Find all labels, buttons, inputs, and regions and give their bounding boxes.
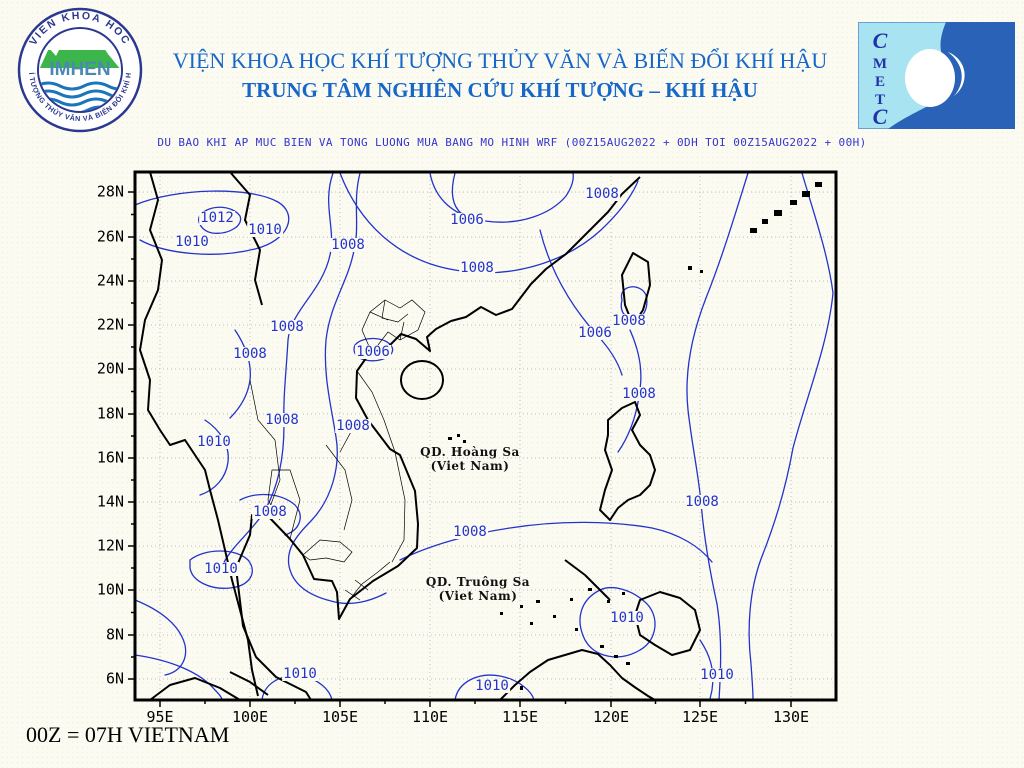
contour-label: 1012	[199, 210, 235, 226]
org-title-block: VIỆN KHOA HỌC KHÍ TƯỢNG THỦY VĂN VÀ BIẾN…	[150, 48, 850, 103]
y-tick-label: 8N	[105, 625, 124, 644]
contour-label: 1008	[264, 412, 300, 428]
x-tick-label: 125E	[681, 708, 719, 726]
imhen-logo: IMHEN VIEN KHOA HOC KHÍ TƯỢNG THỦY VĂN V…	[13, 0, 144, 139]
svg-text:C: C	[873, 28, 888, 53]
map-annotation: QD. Truông Sa (Viet Nam)	[425, 575, 531, 603]
contour-label: 1008	[335, 418, 371, 434]
contour-label: 1008	[459, 260, 495, 276]
contour-label: 1006	[449, 212, 485, 228]
contour-label: 1008	[584, 186, 620, 202]
y-tick-label: 22N	[96, 315, 124, 334]
y-tick-label: 26N	[96, 227, 124, 246]
y-tick-label: 6N	[105, 669, 124, 688]
svg-text:C: C	[873, 104, 888, 129]
grid-layer	[135, 172, 836, 700]
y-tick-label: 12N	[96, 536, 124, 555]
contour-label: 1008	[621, 386, 657, 402]
contour-label: 1010	[699, 667, 735, 683]
imhen-acronym: IMHEN	[49, 59, 110, 80]
map-annotation: QD. Hoàng Sa (Viet Nam)	[420, 445, 520, 473]
pressure-contour-layer	[134, 172, 834, 701]
cmetc-white-blob	[905, 49, 955, 107]
x-tick-label: 95E	[146, 708, 174, 726]
y-tick-label: 20N	[96, 359, 124, 378]
y-tick-label: 18N	[96, 404, 124, 423]
contour-label: 1006	[355, 344, 391, 360]
contour-label: 1010	[609, 610, 645, 626]
x-tick-label: 100E	[231, 708, 269, 726]
contour-label: 1008	[684, 494, 720, 510]
org-title-line1: VIỆN KHOA HỌC KHÍ TƯỢNG THỦY VĂN VÀ BIẾN…	[172, 48, 828, 73]
x-tick-label: 105E	[321, 708, 359, 726]
y-tick-label: 14N	[96, 492, 124, 511]
contour-label: 1008	[252, 504, 288, 520]
y-tick-label: 10N	[96, 580, 124, 599]
y-tick-label: 16N	[96, 448, 124, 467]
contour-label: 1010	[203, 561, 239, 577]
x-tick-label: 110E	[411, 708, 449, 726]
cmetc-swoosh	[888, 22, 1015, 129]
y-tick-label: 28N	[96, 182, 124, 201]
contour-label: 1010	[196, 434, 232, 450]
islands-layer	[448, 182, 822, 690]
cmetc-logo: C M E T C	[858, 22, 1015, 134]
cmetc-white-curl	[948, 52, 965, 96]
x-tick-label: 120E	[592, 708, 630, 726]
contour-label: 1008	[330, 237, 366, 253]
contour-label: 1010	[174, 234, 210, 250]
y-tick-label: 24N	[96, 271, 124, 290]
tick-layer	[128, 191, 792, 707]
contour-label: 1008	[611, 313, 647, 329]
contour-label: 1008	[269, 319, 305, 335]
timezone-note: 00Z = 07H VIETNAM	[26, 722, 230, 747]
svg-text:T: T	[875, 92, 885, 108]
contour-label: 1008	[452, 524, 488, 540]
svg-text:E: E	[875, 74, 885, 90]
cmetc-logo-graphic: C M E T C	[858, 22, 1015, 129]
x-tick-label: 130E	[772, 708, 810, 726]
imhen-logo-graphic: IMHEN VIEN KHOA HOC KHÍ TƯỢNG THỦY VĂN V…	[13, 0, 143, 133]
cmetc-letters: C M E T C	[873, 28, 888, 129]
contour-label: 1010	[282, 666, 318, 682]
contour-label: 1006	[577, 325, 613, 341]
boundary-layer	[249, 299, 426, 601]
contour-label: 1008	[232, 346, 268, 362]
contour-label: 1010	[474, 678, 510, 694]
contour-label: 1010	[247, 222, 283, 238]
svg-text:M: M	[873, 56, 887, 72]
map-title: DU BAO KHI AP MUC BIEN VA TONG LUONG MUA…	[157, 136, 867, 149]
org-title-line2: TRUNG TÂM NGHIÊN CỨU KHÍ TƯỢNG – KHÍ HẬU	[242, 78, 758, 102]
x-tick-label: 115E	[501, 708, 539, 726]
map-frame	[133, 170, 838, 702]
